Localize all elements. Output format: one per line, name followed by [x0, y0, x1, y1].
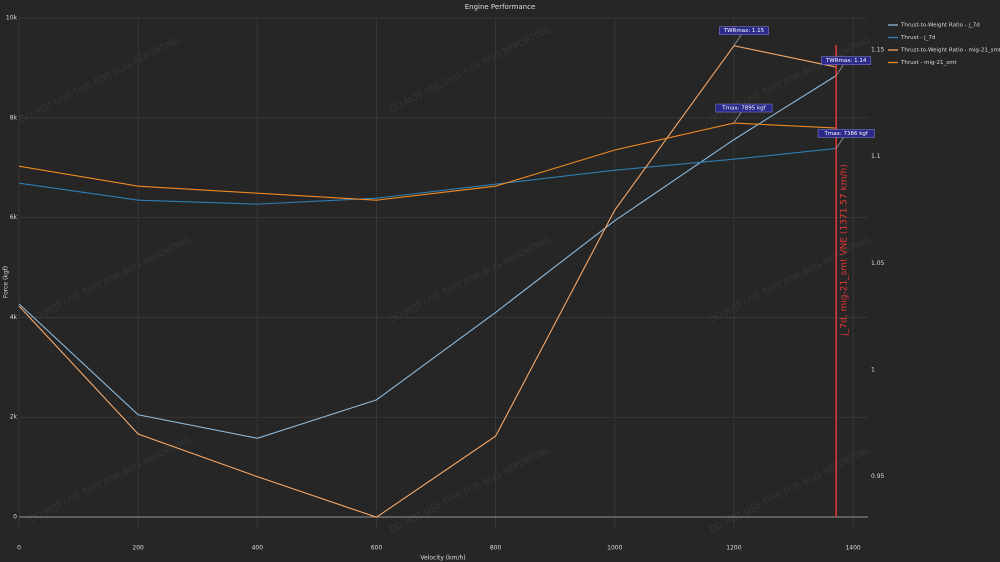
watermark: DO NOT USE THIS FOR BUG REPORTING	[388, 25, 552, 115]
annotation-text: TWRmax: 1.15	[723, 28, 765, 34]
x-tick-label: 1400	[845, 545, 860, 552]
y2-tick-label: 1.1	[871, 153, 881, 160]
y2-tick-label: 0.95	[871, 473, 885, 480]
x-tick-label: 1200	[726, 545, 741, 552]
x-tick-label: 0	[17, 545, 21, 552]
y-tick-label: 6k	[10, 214, 18, 221]
watermark: DO NOT USE THIS FOR BUG REPORTING	[388, 445, 552, 535]
annotation-box	[821, 56, 872, 65]
legend-label: Thrust - mig-21_smt	[900, 60, 957, 66]
y2-tick-label: 1.05	[871, 260, 885, 267]
series-line	[18, 75, 837, 439]
chart-title: Engine Performance	[465, 3, 536, 11]
watermark: DO NOT USE THIS FOR BUG REPORTING	[388, 235, 552, 325]
y-tick-label: 4k	[10, 314, 18, 321]
y2-tick-label: 1.15	[871, 47, 885, 54]
legend-label: Thrust - j_7d	[900, 35, 935, 41]
annotation-box	[715, 103, 773, 113]
annotation-box	[719, 26, 769, 35]
vne-label: j_7d, mig-21_smt VNE (1371.57 km/h)	[840, 164, 850, 336]
annotation-text: TWRmax: 1.14	[825, 58, 867, 64]
y-axis-title: Force (kgf)	[3, 266, 10, 298]
y-tick-label: 0	[13, 514, 17, 521]
y2-tick-label: 1	[871, 367, 875, 374]
series-line	[18, 122, 837, 201]
legend-label: Thrust-to-Weight Ratio - mig-21_smt	[900, 48, 1000, 54]
watermark: DO NOT USE THIS FOR BUG REPORTING	[708, 445, 872, 535]
annotation-text: Tmax: 7895 kgf	[721, 106, 766, 112]
x-axis-title: Velocity (km/h)	[420, 555, 465, 562]
series-line	[18, 45, 837, 518]
legend-label: Thrust-to-Weight Ratio - j_7d	[900, 23, 980, 29]
y-tick-label: 2k	[10, 414, 18, 421]
watermark: DO NOT USE THIS FOR BUG REPORTING	[28, 235, 192, 325]
y-tick-label: 10k	[6, 15, 18, 22]
x-tick-label: 800	[490, 545, 502, 552]
y-tick-label: 8k	[10, 114, 18, 121]
x-tick-label: 400	[252, 545, 264, 552]
x-tick-label: 200	[132, 545, 144, 552]
x-tick-label: 1000	[607, 545, 622, 552]
watermark: DO NOT USE THIS FOR BUG REPORTING	[28, 435, 192, 525]
series-line	[18, 147, 837, 205]
watermark: DO NOT USE THIS FOR BUG REPORTING	[18, 35, 182, 125]
x-tick-label: 600	[371, 545, 383, 552]
annotation-text: Tmax: 7386 kgf	[824, 131, 869, 137]
annotation-box	[817, 129, 875, 138]
